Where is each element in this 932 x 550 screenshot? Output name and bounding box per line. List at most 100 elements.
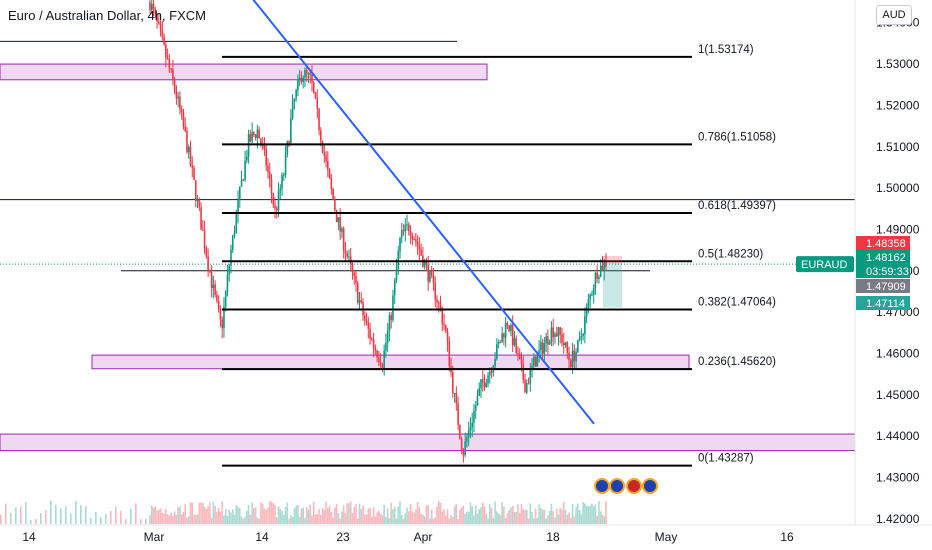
y-tick-label: 1.51000 bbox=[876, 140, 920, 154]
candle-body bbox=[455, 393, 458, 404]
candle-body bbox=[520, 359, 523, 364]
candle-body bbox=[444, 325, 447, 332]
symbol-tag bbox=[796, 256, 854, 273]
candle-body bbox=[506, 322, 509, 326]
candle-body bbox=[453, 393, 456, 395]
candle-body bbox=[439, 303, 442, 310]
volume-bar bbox=[443, 509, 445, 524]
candle-body bbox=[481, 379, 484, 383]
volume-bar bbox=[202, 502, 204, 524]
volume-bar bbox=[80, 505, 82, 524]
volume-bar bbox=[390, 502, 393, 524]
candle-body bbox=[460, 439, 463, 451]
volume-bar bbox=[293, 508, 296, 524]
y-tick-label: 1.49000 bbox=[876, 222, 920, 236]
volume-bar bbox=[95, 511, 97, 524]
price-tag bbox=[856, 236, 910, 250]
volume-bar bbox=[186, 517, 188, 524]
candle-body bbox=[242, 179, 245, 181]
volume-bar bbox=[533, 518, 535, 524]
volume-bar bbox=[555, 508, 558, 524]
volume-bar bbox=[367, 508, 370, 524]
volume-bar bbox=[400, 515, 403, 524]
volume-bar bbox=[353, 507, 356, 524]
candle-body bbox=[367, 322, 370, 329]
y-tick-label: 1.50000 bbox=[876, 181, 920, 195]
candle-body bbox=[503, 333, 505, 338]
volume-bar bbox=[274, 504, 276, 524]
volume-bar bbox=[455, 503, 458, 524]
volume-bar bbox=[453, 506, 456, 524]
volume-bar bbox=[240, 516, 243, 524]
volume-bar bbox=[536, 518, 539, 524]
candle-body bbox=[547, 336, 549, 345]
fib-level-label: 0.382(1.47064) bbox=[698, 296, 776, 308]
volume-bar bbox=[279, 508, 282, 524]
volume-bar bbox=[105, 513, 107, 524]
volume-bar bbox=[547, 515, 549, 524]
volume-bar bbox=[416, 501, 419, 524]
currency-button[interactable]: AUD bbox=[876, 5, 912, 25]
candle-body bbox=[240, 179, 243, 187]
volume-bar bbox=[194, 514, 197, 524]
volume-bar bbox=[65, 506, 67, 524]
candle-body bbox=[196, 199, 199, 202]
candle-body bbox=[473, 410, 475, 423]
volume-bar bbox=[436, 506, 438, 524]
candle-body bbox=[149, 2, 151, 11]
x-tick-label: 14 bbox=[22, 530, 36, 544]
candle-body bbox=[237, 199, 239, 215]
candle-body bbox=[247, 134, 250, 157]
volume-bar bbox=[168, 515, 171, 524]
candle-body bbox=[297, 80, 299, 90]
volume-bar bbox=[145, 518, 147, 524]
volume-bar bbox=[568, 512, 570, 524]
candle-body bbox=[304, 69, 306, 78]
candle-body bbox=[525, 383, 528, 393]
candle-body bbox=[430, 270, 433, 276]
volume-bar bbox=[480, 506, 482, 524]
volume-bar bbox=[256, 517, 259, 524]
candle-body bbox=[379, 361, 382, 365]
volume-bar bbox=[226, 515, 229, 524]
risk-box-target bbox=[603, 264, 622, 308]
volume-bar bbox=[494, 501, 496, 524]
volume-bar bbox=[191, 502, 194, 524]
price-tag-label: 1.48162 bbox=[866, 252, 906, 264]
volume-bar bbox=[261, 503, 264, 524]
candle-body bbox=[510, 324, 512, 331]
candle-body bbox=[277, 190, 280, 211]
volume-bar bbox=[40, 512, 42, 524]
volume-bar bbox=[437, 501, 440, 524]
candle-body bbox=[161, 30, 164, 37]
volume-bar bbox=[100, 516, 102, 524]
candle-body bbox=[371, 338, 373, 340]
candle-body bbox=[562, 342, 565, 346]
volume-bar bbox=[342, 505, 345, 524]
candle-body bbox=[265, 149, 268, 166]
candle-body bbox=[226, 274, 229, 292]
volume-bar bbox=[487, 518, 489, 524]
volume-bar bbox=[263, 508, 266, 524]
candle-body bbox=[416, 241, 419, 246]
price-tag bbox=[856, 264, 910, 278]
candle-body bbox=[474, 405, 477, 411]
candle-body bbox=[182, 112, 185, 127]
candle-body bbox=[246, 156, 248, 161]
volume-bar bbox=[130, 508, 132, 524]
volume-bar bbox=[172, 516, 174, 524]
candle-body bbox=[216, 294, 218, 301]
candle-body bbox=[552, 327, 554, 338]
candle-body bbox=[490, 371, 493, 373]
volume-bar bbox=[231, 509, 234, 524]
price-tag bbox=[856, 279, 910, 293]
volume-bar bbox=[471, 506, 473, 524]
candle-body bbox=[432, 275, 435, 283]
candle-body bbox=[599, 265, 602, 277]
candle-body bbox=[418, 245, 421, 250]
volume-bar bbox=[466, 511, 468, 524]
candle-body bbox=[355, 276, 357, 284]
candle-body bbox=[154, 9, 157, 14]
volume-bar bbox=[346, 503, 348, 524]
